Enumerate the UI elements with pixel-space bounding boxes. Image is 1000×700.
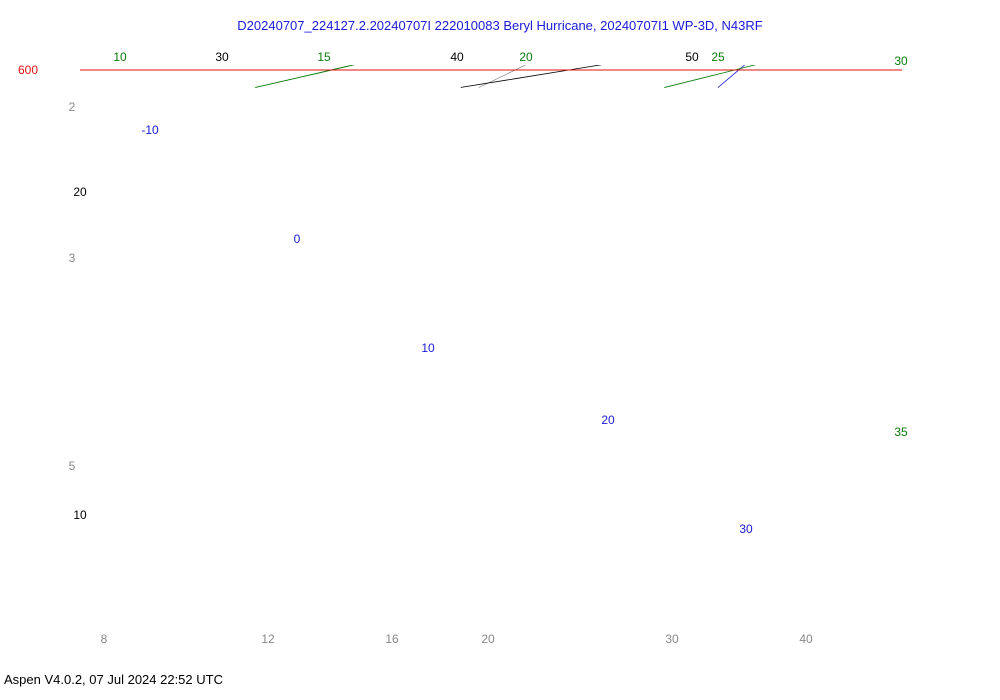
moist-adiabat-label: 35	[894, 425, 908, 439]
isotherm-label: 30	[739, 522, 753, 536]
moist-adiabat-lines	[0, 0, 1000, 88]
mixing-ratio-line	[478, 65, 527, 88]
moist-adiabat-line	[0, 0, 1000, 87]
mixing-ratio-line	[80, 65, 81, 66]
moist-adiabat-label: 15	[317, 50, 331, 64]
dry-adiabat-label: 40	[450, 50, 464, 64]
moist-adiabat-label: 20	[519, 50, 533, 64]
mixing-ratio-lines	[0, 0, 1000, 88]
dry-adiabat-line	[0, 0, 1000, 87]
isotherm-label: -10	[141, 123, 159, 137]
dry-adiabat-line	[0, 0, 1000, 87]
mixing-ratio-label: 3	[69, 251, 76, 265]
mixing-ratio-label: 20	[481, 632, 495, 646]
dry-adiabat-line	[0, 0, 1000, 87]
moist-adiabat-line	[255, 65, 356, 88]
mixing-ratio-label: 5	[69, 459, 76, 473]
mixing-ratio-line	[0, 0, 273, 87]
moist-adiabat-line	[0, 0, 1000, 87]
isotherm-label: 0	[294, 232, 301, 246]
moist-adiabat-label: 30	[894, 54, 908, 68]
mixing-ratio-line	[909, 0, 1000, 87]
isotherm-label: 20	[601, 413, 615, 427]
mixing-ratio-label: 8	[101, 632, 108, 646]
dry-adiabat-label: 30	[215, 50, 229, 64]
dry-adiabat-line	[0, 0, 1000, 87]
moist-adiabat-label: 25	[711, 50, 725, 64]
moist-adiabat-line	[664, 65, 757, 88]
dry-adiabat-lines	[0, 0, 1000, 88]
footer-version: Aspen V4.0.2, 07 Jul 2024 22:52 UTC	[4, 672, 223, 687]
dry-adiabat-label: 10	[73, 508, 87, 522]
moist-adiabat-label: 10	[113, 50, 127, 64]
isotherm-line	[45, 0, 729, 87]
dry-adiabat-line	[0, 0, 879, 87]
mixing-ratio-line	[0, 0, 850, 87]
isotherm-line	[717, 65, 746, 88]
isobar-lines	[80, 69, 902, 71]
mixing-ratio-label: 40	[799, 632, 813, 646]
isotherm-label: 10	[421, 341, 435, 355]
isotherm-lines	[45, 0, 746, 88]
axis-labels: 6007008009001000-10010203010203040501015…	[18, 50, 908, 646]
mixing-ratio-label: 30	[665, 632, 679, 646]
mixing-ratio-label: 12	[261, 632, 275, 646]
dry-adiabat-label: 20	[73, 185, 87, 199]
moist-adiabat-line	[0, 0, 1000, 87]
mixing-ratio-label: 2	[69, 100, 76, 114]
chart-title: D20240707_224127.2.20240707I 222010083 B…	[237, 18, 763, 33]
dry-adiabat-line	[460, 65, 603, 88]
pressure-tick-label: 600	[18, 63, 38, 77]
mixing-ratio-label: 16	[385, 632, 399, 646]
dry-adiabat-label: 50	[685, 50, 699, 64]
